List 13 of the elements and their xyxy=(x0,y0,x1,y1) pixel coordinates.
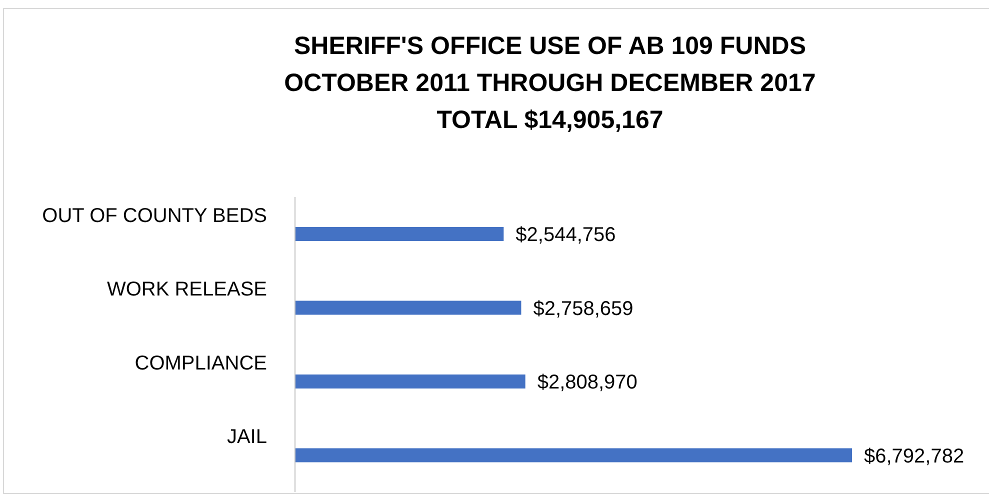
bar xyxy=(295,227,504,241)
bar xyxy=(295,300,522,315)
data-label: $2,808,970 xyxy=(537,372,638,394)
data-label: $2,544,756 xyxy=(516,224,616,246)
bar xyxy=(295,448,852,462)
chart-title: SHERIFF'S OFFICE USE OF AB 109 FUNDS OCTOBER 2011 THROUGH DECEMBER 2017 TOTAL $14,905,167 xyxy=(283,31,817,136)
y-tick-label: JAIL xyxy=(226,426,267,448)
y-tick-label: OUT OF COUNTY BEDS xyxy=(42,204,267,227)
bar xyxy=(295,374,526,388)
data-label: $2,758,659 xyxy=(533,298,634,320)
y-tick-label: WORK RELEASE xyxy=(106,278,267,301)
data-label: $6,792,782 xyxy=(864,445,964,468)
y-tick-label: COMPLIANCE xyxy=(134,352,267,374)
